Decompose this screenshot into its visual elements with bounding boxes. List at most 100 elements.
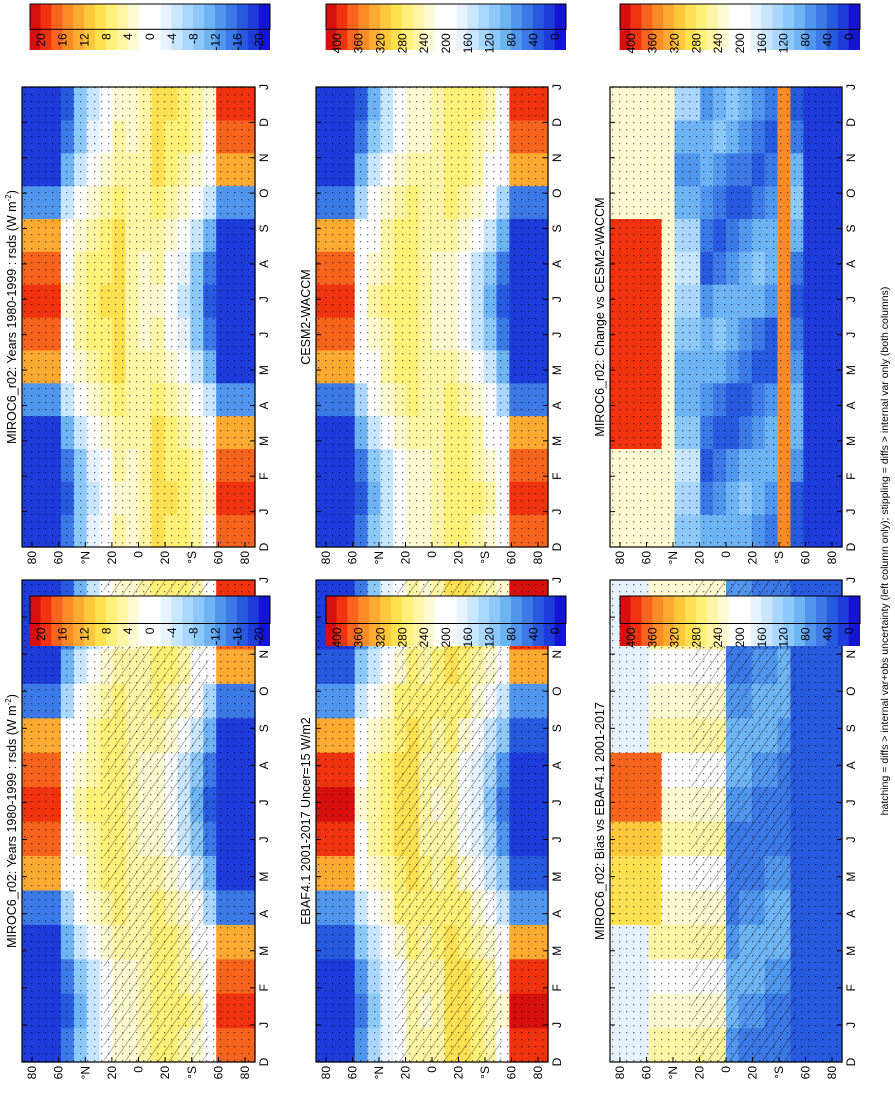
colorbar-tick-label: 160 (755, 627, 769, 647)
colorbar-swatch (347, 596, 359, 646)
colorbar-tick-label: 400 (330, 627, 344, 647)
colorbar-tick-label: 240 (417, 33, 431, 53)
colorbar-tick-label: 120 (483, 33, 497, 53)
colorbar-tick-label: 280 (395, 33, 409, 53)
colorbar-swatch (423, 4, 436, 50)
colorbar-swatch (532, 596, 545, 646)
colorbar-swatch (815, 596, 828, 646)
month-tick-label: S (844, 724, 858, 732)
colorbar-tick-label: 80 (798, 627, 812, 641)
colorbar-tick-label: 40 (820, 33, 834, 47)
lat-tick-label: 20 (693, 1066, 707, 1080)
lat-tick-label: 60 (346, 551, 360, 565)
colorbar-swatch (652, 4, 664, 50)
colorbar-swatch (685, 596, 697, 646)
stippling-overlay (22, 87, 255, 547)
lat-tick-label: 20 (158, 1066, 172, 1080)
lat-tick-label: 60 (505, 551, 519, 565)
colorbar-swatch (29, 596, 41, 646)
colorbar-tick-label: 4 (121, 33, 135, 40)
colorbar-swatch (434, 596, 447, 646)
month-tick-label: J (550, 332, 564, 338)
month-tick-label: S (844, 225, 858, 233)
hatching-overlay (691, 580, 796, 1062)
colorbar-tick-label: 0 (548, 33, 562, 40)
lat-tick-label: 0 (425, 551, 439, 558)
colorbar-swatch (805, 596, 817, 646)
month-tick-label: N (844, 153, 858, 162)
panel-title: MIROC6_r02: Change vs CESM2-WACCM (593, 197, 607, 436)
colorbar-swatch (412, 596, 425, 646)
lat-tick-label: 80 (531, 1066, 545, 1080)
colorbar-swatch (511, 4, 523, 50)
panel-title-text: EBAF4.1 2001-2017 Uncer=15 W/m2 (299, 717, 313, 924)
colorbar-tick-label: 160 (461, 33, 475, 53)
heatmap-panel-5: DJFMAMJJASONDJ8060°N20020°S6080MIROC6_r0… (593, 577, 858, 1079)
colorbar-swatch (489, 596, 501, 646)
panel-title-superscript: -2 (4, 698, 13, 706)
colorbar-swatch (391, 596, 403, 646)
lat-tick-label: °N (372, 1066, 386, 1079)
colorbar-tick-label: 0 (548, 627, 562, 634)
lat-tick-label: 80 (613, 551, 627, 565)
colorbar-swatch (84, 596, 96, 646)
colorbar-swatch (761, 596, 773, 646)
colorbar-swatch (236, 596, 249, 646)
month-tick-label: F (550, 984, 564, 991)
colorbar-frame (29, 3, 271, 30)
month-tick-label: M (844, 946, 858, 956)
heatmap-panel-1: DJFMAMJJASONDJ8060°N20020°S6080MIROC6_r0… (4, 577, 271, 1079)
colorbar-tick-label: 320 (668, 33, 682, 53)
colorbar-swatch (138, 4, 151, 50)
lat-tick-label: 60 (211, 551, 225, 565)
colorbar-swatch (347, 4, 359, 50)
colorbar-tick-label: 40 (526, 627, 540, 641)
colorbar-tick-label: 400 (624, 33, 638, 53)
month-tick-label: J (844, 296, 858, 302)
month-tick-label: M (257, 946, 271, 956)
month-tick-label: D (844, 542, 858, 551)
colorbar-swatch (728, 596, 740, 646)
colorbar-tick-label: 160 (755, 33, 769, 53)
colorbar-6: 20 16 12 8 4 0 -4 -8 -12 -16 -20 (29, 595, 271, 646)
colorbar-swatch (138, 596, 151, 646)
colorbar-swatch (521, 4, 534, 50)
colorbar-tick-label: 360 (646, 627, 660, 647)
colorbar-swatch (695, 4, 708, 50)
colorbar-swatch (423, 596, 436, 646)
colorbar-swatch (247, 596, 260, 646)
month-tick-label: F (257, 473, 271, 480)
colorbar-swatch (182, 596, 194, 646)
month-tick-label: O (844, 687, 858, 696)
colorbar-3: 400 360 320 280 240 200 160 120 80 40 0 (619, 3, 861, 53)
colorbar-swatch (116, 4, 129, 50)
month-tick-label: J (844, 1022, 858, 1028)
colorbar-tick-label: 120 (483, 627, 497, 647)
month-tick-label: N (257, 650, 271, 659)
colorbar-swatch (193, 4, 205, 50)
colorbar-swatch (837, 596, 850, 646)
latitude-axis: 80 60 °N 20 0 20 °S 60 80 (613, 542, 839, 564)
lat-tick-label: °S (478, 1066, 492, 1079)
month-tick-label: D (550, 1057, 564, 1066)
colorbar-swatch (40, 596, 52, 646)
lat-tick-label: 60 (640, 1066, 654, 1080)
lat-tick-label: 0 (425, 1066, 439, 1073)
colorbar-swatch (336, 4, 348, 50)
lat-tick-label: 20 (105, 551, 119, 565)
lat-tick-label: 20 (452, 551, 466, 565)
month-tick-label: F (550, 473, 564, 480)
colorbar-swatch (554, 596, 566, 646)
month-tick-label: J (550, 509, 564, 515)
lat-tick-label: °N (372, 551, 386, 564)
colorbar-2: 400 360 320 280 240 200 160 120 80 40 0 (325, 595, 567, 648)
colorbar-swatch (358, 4, 370, 50)
colorbar-swatch (171, 4, 183, 50)
colorbar-tick-label: 200 (439, 33, 453, 53)
colorbar-swatch (62, 596, 74, 646)
colorbar-tick-label: 80 (504, 627, 518, 641)
colorbar-swatch (95, 596, 107, 646)
lat-tick-label: 60 (640, 551, 654, 565)
latitude-axis: 80 60 °N 20 0 20 °S 60 80 (319, 542, 545, 564)
month-tick-label: O (550, 188, 564, 197)
